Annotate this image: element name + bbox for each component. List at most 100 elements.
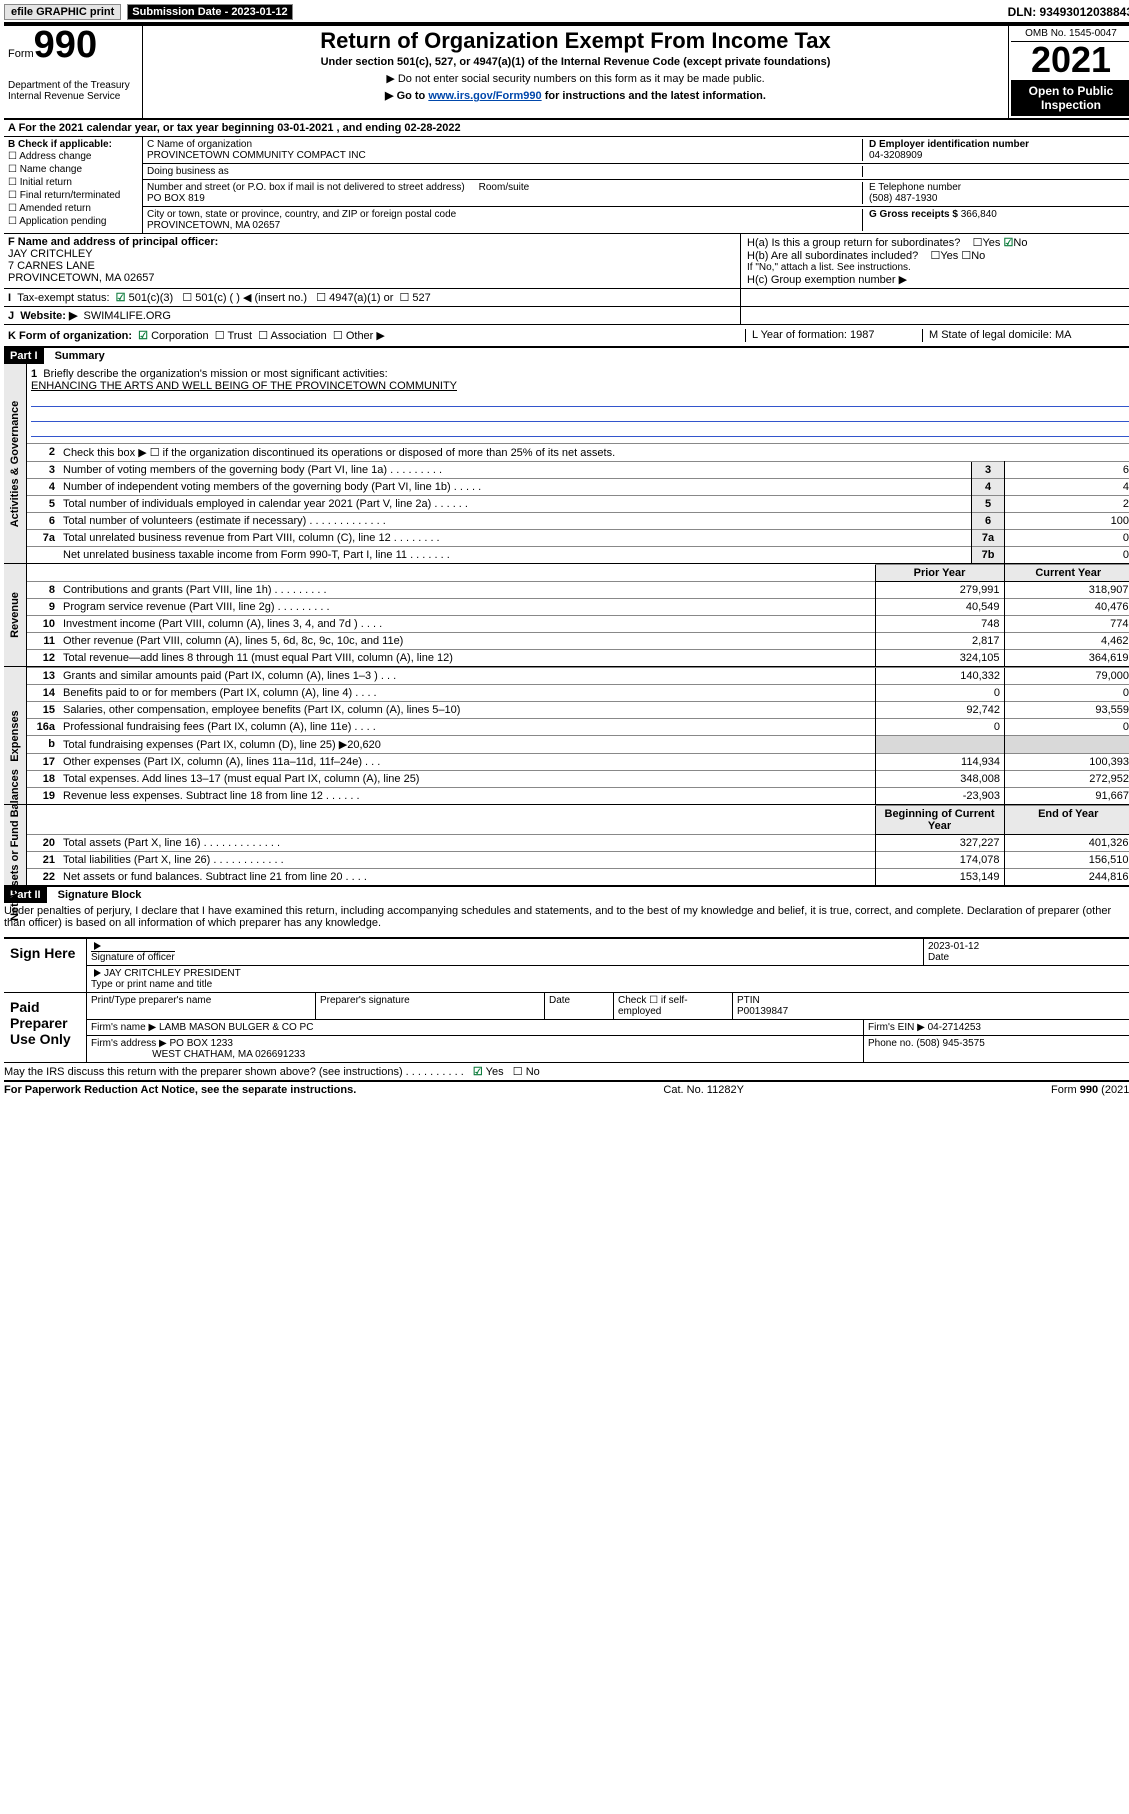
line18-text: Total expenses. Add lines 13–17 (must eq… bbox=[59, 771, 876, 788]
ein-label: D Employer identification number bbox=[869, 139, 1129, 150]
website-label: Website: ▶ bbox=[20, 310, 77, 322]
cb-address-change[interactable]: ☐ Address change bbox=[8, 150, 138, 163]
501c3-checked: ☑ bbox=[116, 292, 126, 304]
hc-label: H(c) Group exemption number ▶ bbox=[747, 273, 1127, 286]
firm-addr-label: Firm's address ▶ bbox=[91, 1038, 167, 1049]
ptin-value: P00139847 bbox=[737, 1006, 788, 1017]
line22-text: Net assets or fund balances. Subtract li… bbox=[59, 869, 875, 886]
preparer-sig-label: Preparer's signature bbox=[316, 993, 545, 1019]
line7b-text: Net unrelated business taxable income fr… bbox=[59, 547, 972, 564]
line9-text: Program service revenue (Part VIII, line… bbox=[59, 599, 875, 616]
dept-label: Department of the Treasury Internal Reve… bbox=[8, 80, 138, 102]
efile-print-button[interactable]: efile GRAPHIC print bbox=[4, 4, 121, 20]
vert-governance: Activities & Governance bbox=[9, 400, 21, 527]
ha-no-checked: ☑ bbox=[1004, 237, 1014, 249]
line4-text: Number of independent voting members of … bbox=[59, 479, 972, 496]
dln-label: DLN: 93493012038843 bbox=[1008, 5, 1129, 19]
self-employed-label: Check ☐ if self-employed bbox=[614, 993, 733, 1019]
line7a-text: Total unrelated business revenue from Pa… bbox=[59, 530, 972, 547]
form-ref: Form 990 (2021) bbox=[1051, 1084, 1129, 1096]
row-a: A For the 2021 calendar year, or tax yea… bbox=[4, 120, 1129, 137]
line7a-val: 0 bbox=[1005, 530, 1129, 547]
hb-label: H(b) Are all subordinates included? bbox=[747, 250, 918, 262]
open-inspection-badge: Open to Public Inspection bbox=[1011, 80, 1129, 116]
section-net-assets: Net Assets or Fund Balances Beginning of… bbox=[4, 805, 1129, 887]
tax-exempt-label: Tax-exempt status: bbox=[17, 292, 109, 304]
vert-net: Net Assets or Fund Balances bbox=[9, 769, 21, 921]
arrow-icon bbox=[94, 942, 101, 950]
col-b-header: B Check if applicable: bbox=[8, 139, 112, 150]
ssn-note: ▶ Do not enter social security numbers o… bbox=[151, 72, 1000, 85]
hb-note: If "No," attach a list. See instructions… bbox=[747, 262, 1127, 273]
line4-val: 4 bbox=[1005, 479, 1129, 496]
line20-text: Total assets (Part X, line 16) . . . . .… bbox=[59, 835, 875, 852]
section-revenue: Revenue Prior YearCurrent Year 8Contribu… bbox=[4, 564, 1129, 667]
line7b-val: 0 bbox=[1005, 547, 1129, 564]
preparer-date-label: Date bbox=[545, 993, 614, 1019]
line8-text: Contributions and grants (Part VIII, lin… bbox=[59, 582, 875, 599]
line12-text: Total revenue—add lines 8 through 11 (mu… bbox=[59, 650, 875, 667]
form-subtitle: Under section 501(c), 527, or 4947(a)(1)… bbox=[151, 56, 1000, 68]
arrow-icon bbox=[94, 969, 101, 977]
line5-text: Total number of individuals employed in … bbox=[59, 496, 972, 513]
phone-value: (508) 487-1930 bbox=[869, 193, 1129, 204]
part1-badge: Part I bbox=[4, 348, 44, 364]
mission-text: ENHANCING THE ARTS AND WELL BEING OF THE… bbox=[31, 380, 457, 392]
officer-addr2: PROVINCETOWN, MA 02657 bbox=[8, 272, 155, 284]
line15-text: Salaries, other compensation, employee b… bbox=[59, 702, 876, 719]
paid-preparer-label: Paid Preparer Use Only bbox=[4, 993, 87, 1062]
line3-text: Number of voting members of the governin… bbox=[59, 462, 972, 479]
corp-checked: ☑ bbox=[138, 330, 148, 342]
part2-title: Signature Block bbox=[50, 889, 142, 901]
cat-no: Cat. No. 11282Y bbox=[663, 1084, 744, 1096]
officer-addr1: 7 CARNES LANE bbox=[8, 260, 95, 272]
principal-officer-label: F Name and address of principal officer: bbox=[8, 236, 218, 248]
form-org-label: K Form of organization: bbox=[8, 330, 132, 342]
cb-application-pending[interactable]: ☐ Application pending bbox=[8, 215, 138, 228]
line3-val: 6 bbox=[1005, 462, 1129, 479]
irs-link[interactable]: www.irs.gov/Form990 bbox=[428, 90, 541, 102]
state-domicile: M State of legal domicile: MA bbox=[922, 329, 1129, 342]
form-title: Return of Organization Exempt From Incom… bbox=[151, 28, 1000, 54]
dba-label: Doing business as bbox=[147, 166, 862, 177]
end-year-hdr: End of Year bbox=[1004, 806, 1129, 835]
tax-year-range: A For the 2021 calendar year, or tax yea… bbox=[4, 120, 465, 136]
part1-title: Summary bbox=[47, 350, 105, 362]
sig-date-label: Date bbox=[928, 952, 949, 963]
block-bcd: B Check if applicable: ☐ Address change … bbox=[4, 137, 1129, 234]
line5-val: 2 bbox=[1005, 496, 1129, 513]
cb-final-return[interactable]: ☐ Final return/terminated bbox=[8, 189, 138, 202]
gross-value: 366,840 bbox=[961, 209, 997, 220]
firm-phone-label: Phone no. bbox=[868, 1038, 914, 1049]
sig-date-val: 2023-01-12 bbox=[928, 941, 979, 952]
paperwork-notice: For Paperwork Reduction Act Notice, see … bbox=[4, 1084, 356, 1096]
line16b-text: Total fundraising expenses (Part IX, col… bbox=[59, 736, 876, 754]
line14-text: Benefits paid to or for members (Part IX… bbox=[59, 685, 876, 702]
city-label: City or town, state or province, country… bbox=[147, 209, 862, 220]
row-f-h: F Name and address of principal officer:… bbox=[4, 234, 1129, 289]
cb-amended-return[interactable]: ☐ Amended return bbox=[8, 202, 138, 215]
row-j: J Website: ▶ SWIM4LIFE.ORG bbox=[4, 307, 1129, 325]
officer-name-title: JAY CRITCHLEY PRESIDENT bbox=[104, 968, 241, 979]
discuss-question: May the IRS discuss this return with the… bbox=[4, 1066, 464, 1078]
discuss-row: May the IRS discuss this return with the… bbox=[4, 1063, 1129, 1082]
vert-revenue: Revenue bbox=[9, 592, 21, 638]
org-name-label: C Name of organization bbox=[147, 139, 862, 150]
cb-initial-return[interactable]: ☐ Initial return bbox=[8, 176, 138, 189]
ptin-label: PTIN bbox=[737, 995, 760, 1006]
page-footer: For Paperwork Reduction Act Notice, see … bbox=[4, 1082, 1129, 1098]
city-value: PROVINCETOWN, MA 02657 bbox=[147, 220, 862, 231]
org-name: PROVINCETOWN COMMUNITY COMPACT INC bbox=[147, 150, 862, 161]
sig-officer-label: Signature of officer bbox=[91, 951, 175, 963]
firm-ein: 04-2714253 bbox=[928, 1022, 981, 1033]
sign-here-label: Sign Here bbox=[4, 939, 87, 992]
begin-year-hdr: Beginning of Current Year bbox=[875, 806, 1004, 835]
discuss-yes-checked: ☑ bbox=[473, 1066, 483, 1078]
cb-name-change[interactable]: ☐ Name change bbox=[8, 163, 138, 176]
vert-expenses: Expenses bbox=[9, 710, 21, 761]
line6-val: 100 bbox=[1005, 513, 1129, 530]
firm-name-label: Firm's name ▶ bbox=[91, 1022, 156, 1033]
firm-name: LAMB MASON BULGER & CO PC bbox=[159, 1022, 313, 1033]
part1-header-row: Part I Summary bbox=[4, 348, 1129, 364]
name-label: Type or print name and title bbox=[91, 979, 212, 990]
